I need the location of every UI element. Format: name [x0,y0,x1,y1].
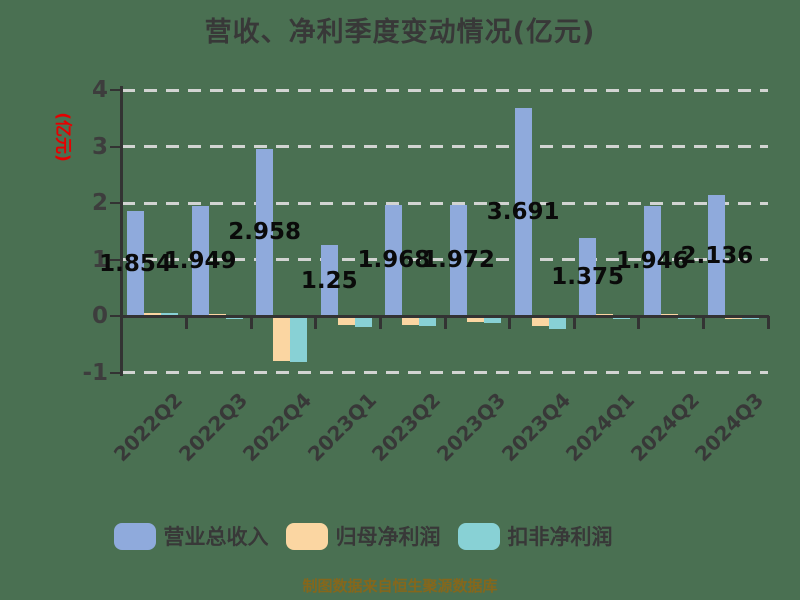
bar-归母净利润-2022Q4 [273,316,291,361]
y-tick-label: 4 [91,77,108,103]
y-tick-label: -1 [82,359,108,386]
y-tick-label: 0 [91,303,108,329]
y-axis-line [120,86,123,376]
y-tick-mark [110,258,120,261]
chart-title: 营收、净利季度变动情况(亿元) [204,17,596,48]
x-tick-label-2023Q2: 2023Q2 [367,387,446,467]
x-tick-label-2024Q1: 2024Q1 [561,387,640,467]
bar-营业总收入-2022Q3 [191,205,209,316]
legend-swatch [457,522,500,550]
gridline-y1 [122,258,768,261]
y-tick-mark [110,145,120,148]
x-tick-label-2022Q3: 2022Q3 [173,387,252,467]
value-label-2023Q3: 1.972 [422,247,495,274]
legend-swatch [113,522,156,550]
x-tick-mark [637,316,641,329]
bar-营业总收入-2024Q2 [643,206,661,316]
bar-归母净利润-2023Q4 [531,316,549,327]
legend-label: 营业总收入 [163,525,269,549]
y-tick-mark [110,202,120,204]
legend-item-营业总收入: 营业总收入 [113,521,269,551]
bar-营业总收入-2024Q3 [708,195,726,316]
x-axis-line [120,314,769,318]
value-label-2024Q3: 2.136 [680,242,754,269]
legend-swatch [285,522,328,550]
bar-营业总收入-2023Q4 [514,107,532,316]
legend-item-归母净利润: 归母净利润 [285,521,441,551]
legend-item-扣非净利润: 扣非净利润 [457,521,613,551]
x-tick-label-2023Q3: 2023Q3 [431,387,511,467]
bar-营业总收入-2022Q4 [256,148,274,316]
value-label-2022Q4: 2.958 [228,219,302,246]
bar-归母净利润-2022Q2 [144,312,161,316]
x-tick-label-2023Q4: 2023Q4 [496,387,575,467]
x-tick-mark [701,316,705,329]
x-tick-mark [443,316,447,329]
x-tick-mark [766,316,770,329]
y-tick-mark [110,315,120,317]
gridline-y-1 [122,371,768,374]
x-tick-mark [314,316,318,329]
value-label-2023Q4: 3.691 [486,198,560,225]
bar-归母净利润-2023Q1 [337,316,355,325]
value-label-2022Q2: 1.854 [99,250,172,277]
bar-扣非净利润-2023Q4 [548,316,566,329]
bar-归母净利润-2023Q2 [402,316,420,325]
bar-营业总收入-2023Q2 [385,204,403,316]
chart-legend: 营业总收入 归母净利润 扣非净利润 [0,521,763,551]
x-tick-label-2024Q2: 2024Q2 [625,387,704,467]
x-tick-mark [185,316,189,329]
gridline-y2 [122,201,768,205]
data-source-footer: 制图数据来自恒生聚源数据库 [302,577,498,595]
x-tick-label-2024Q3: 2024Q3 [690,387,769,467]
legend-label: 扣非净利润 [507,525,613,549]
x-tick-label-2023Q1: 2023Q1 [302,387,381,467]
bar-扣非净利润-2023Q3 [484,316,501,324]
bar-扣非净利润-2023Q1 [354,316,372,328]
y-tick-mark [110,371,120,374]
value-label-2023Q1: 1.25 [300,267,358,294]
y-tick-label: 1 [91,246,108,273]
value-label-2024Q2: 1.946 [615,248,689,274]
legend-label: 归母净利润 [335,525,441,549]
y-tick-label: 3 [91,133,108,160]
bar-营业总收入-2022Q2 [127,211,144,316]
x-tick-mark [572,316,576,329]
gridline-y3 [122,145,768,148]
x-tick-label-2022Q2: 2022Q2 [108,387,188,467]
bar-营业总收入-2023Q1 [320,245,338,316]
y-tick-label: 2 [91,190,108,216]
x-tick-mark [508,316,512,329]
x-tick-mark [378,316,382,329]
value-label-2024Q1: 1.375 [551,264,625,291]
y-tick-mark [110,89,120,91]
bar-营业总收入-2024Q1 [579,238,597,316]
bar-归母净利润-2023Q3 [467,316,484,323]
value-label-2022Q3: 1.949 [163,247,237,274]
x-tick-label-2022Q4: 2022Q4 [238,387,317,467]
bar-扣非净利润-2022Q4 [290,316,308,362]
gridline-y4 [122,88,768,92]
x-tick-mark [249,316,253,329]
bar-营业总收入-2023Q3 [450,204,467,316]
bar-扣非净利润-2023Q2 [419,316,437,326]
value-label-2023Q2: 1.968 [357,247,431,274]
